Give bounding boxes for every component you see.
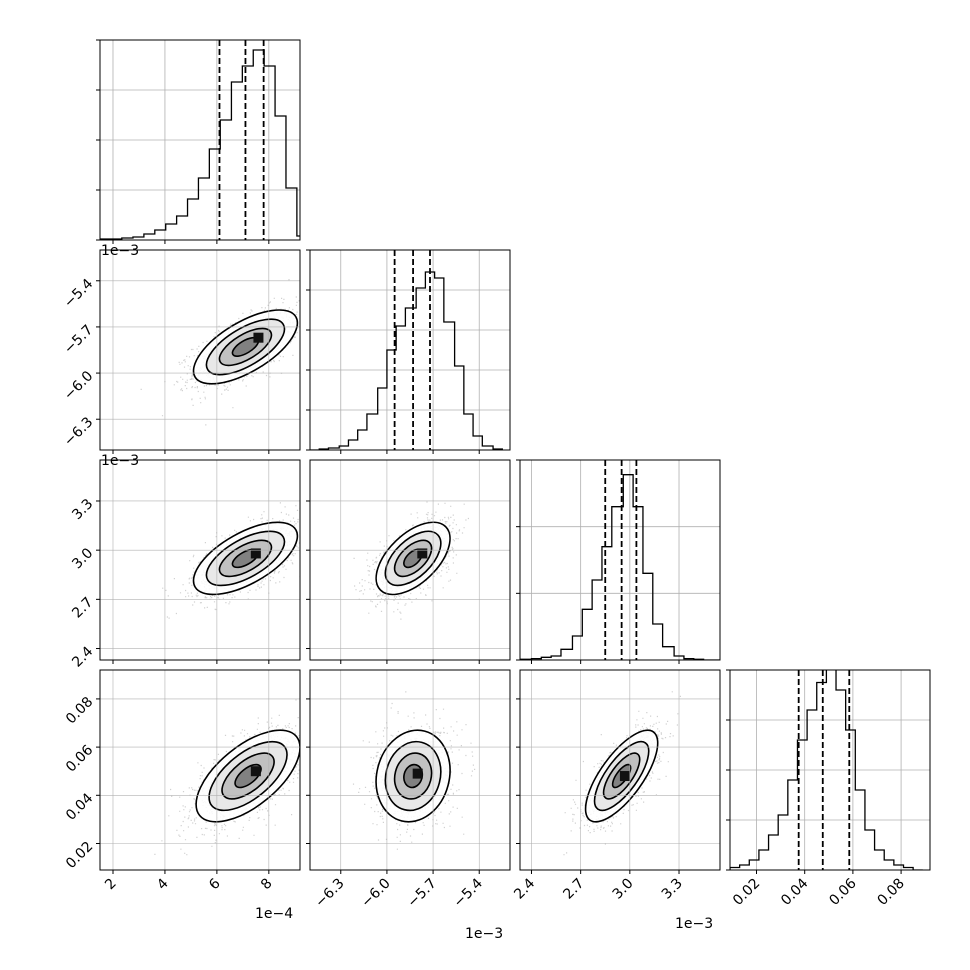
x-tick-label: 0.02 [730, 876, 763, 909]
y-tick-label: −6.3 [61, 414, 96, 449]
scatter-panel-2-4 [306, 669, 511, 874]
panel-content [100, 250, 300, 450]
y-offset-label: 1e−3 [101, 453, 139, 469]
x-tick-label: −6.3 [312, 876, 347, 911]
sample-points [352, 691, 476, 850]
x-tick-label: 8 [258, 876, 276, 894]
histogram-panel-1 [96, 39, 301, 244]
panel-frame [99, 249, 301, 451]
density-peak [253, 332, 264, 343]
panel-background [310, 250, 510, 450]
x-axis-labels-col-1: 2 4 6 8 1e−4 [102, 875, 293, 922]
density-peak [412, 768, 423, 779]
x-axis-labels-col-3: 2.4 2.7 3.0 3.3 1e−3 [511, 875, 713, 932]
x-offset-label: 1e−4 [255, 906, 293, 922]
panel-content [100, 460, 300, 660]
panel-frame [729, 669, 931, 871]
scatter-panel-1-2 [96, 249, 301, 454]
y-tick-label: −6.0 [61, 368, 96, 403]
panel-content [520, 670, 720, 870]
scatter-panel-1-3 [96, 459, 301, 664]
y-tick-label: 2.4 [69, 644, 96, 671]
x-tick-label: 4 [154, 875, 172, 893]
x-tick-label: 2 [102, 876, 120, 894]
scatter-panel-1-4 [96, 669, 301, 874]
histogram-steps [730, 670, 923, 870]
x-tick-label: −5.4 [451, 875, 486, 910]
histogram-steps [310, 271, 503, 450]
histogram-steps [520, 474, 720, 660]
x-tick-label: 6 [206, 875, 224, 893]
x-axis-labels-col-4: 0.02 0.04 0.06 0.08 [730, 875, 908, 908]
y-offset-label: 1e−3 [101, 243, 139, 259]
scatter-panel-2-3 [306, 459, 511, 664]
y-tick-label: 0.02 [63, 839, 96, 872]
density-peak [250, 766, 261, 777]
histogram-steps [100, 49, 300, 240]
panel-frame [309, 249, 511, 451]
x-tick-label: 3.0 [610, 876, 637, 903]
panel-frame [519, 669, 721, 871]
y-tick-label: 0.04 [63, 790, 96, 823]
panels: −6.3 −6.0 −5.7 −5.4 1e−3 2.4 2.7 3.0 3.3 1e−3 0.02… [61, 39, 931, 942]
panel-frame [99, 459, 301, 661]
panel-frame [99, 669, 301, 871]
panel-frame [309, 669, 511, 871]
x-tick-label: 3.3 [659, 876, 686, 903]
x-tick-label: 2.7 [560, 876, 587, 903]
y-tick-label: 3.0 [69, 545, 96, 572]
x-tick-label: 0.04 [778, 875, 811, 908]
x-tick-label: −5.7 [405, 876, 440, 911]
panel-content [100, 670, 300, 870]
y-tick-label: −5.7 [61, 322, 96, 357]
density-peak [417, 548, 428, 559]
panel-background [520, 460, 720, 660]
x-tick-label: 2.4 [511, 875, 538, 902]
x-axis-labels-col-2: −6.3 −6.0 −5.7 −5.4 1e−3 [312, 875, 503, 942]
scatter-panel-3-4 [516, 669, 721, 874]
histogram-panel-4 [726, 669, 931, 874]
y-axis-labels-row-4: 0.02 0.04 0.06 0.08 [63, 694, 96, 872]
x-offset-label: 1e−3 [675, 916, 713, 932]
histogram-panel-2 [306, 249, 511, 454]
y-tick-label: 3.3 [69, 496, 96, 523]
x-tick-label: 0.06 [826, 875, 859, 908]
y-tick-label: −5.4 [61, 276, 96, 311]
panel-frame [309, 459, 511, 661]
histogram-panel-3 [516, 459, 721, 664]
panel-content [310, 670, 510, 870]
panel-content [310, 460, 510, 660]
density-peak [619, 771, 630, 782]
y-tick-label: 0.08 [63, 694, 96, 727]
x-tick-label: −6.0 [358, 876, 393, 911]
x-tick-label: 0.08 [875, 876, 908, 909]
y-tick-label: 0.06 [63, 742, 96, 775]
x-offset-label: 1e−3 [465, 926, 503, 942]
y-tick-label: 2.7 [69, 594, 96, 621]
panel-frame [519, 459, 721, 661]
density-peak [250, 548, 261, 559]
panel-frame [99, 39, 301, 241]
